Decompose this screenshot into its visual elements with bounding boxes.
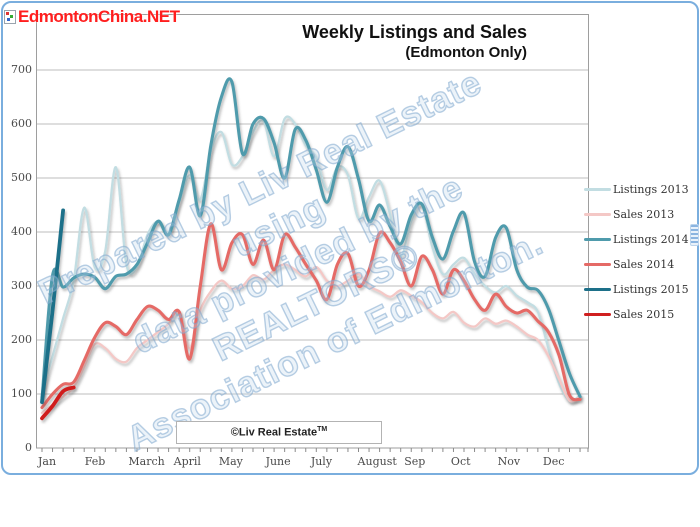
legend-label: Listings 2015 [613,283,689,296]
x-axis-label-sep: Sep [404,455,426,468]
credit-text: ©Liv Real EstateTM [230,426,328,439]
legend-swatch [584,213,611,216]
legend: Listings 2013 Sales 2013 Listings 2014 Sale… [584,177,698,327]
site-watermark: EdmontonChina.NET [4,7,180,27]
legend-item-sales-2013: Sales 2013 [584,202,698,227]
chart-title-block: Weekly Listings and Sales (Edmonton Only… [255,21,527,62]
y-axis-label-0: 0 [25,441,32,454]
legend-swatch [584,288,611,291]
y-axis-label-100: 100 [11,387,32,400]
plot-svg [36,14,589,452]
legend-label: Sales 2014 [613,258,675,271]
y-axis-label-600: 600 [11,117,32,130]
x-axis-label-nov: Nov [497,455,521,468]
x-axis-label-jan: Jan [38,455,57,468]
legend-swatch [584,188,611,191]
legend-label: Sales 2013 [613,208,675,221]
series-line-sales-2013 [40,263,582,415]
broken-image-icon [4,10,16,24]
series-line-listings-2015 [40,208,65,404]
series-line-sales-2015 [40,385,76,421]
legend-item-listings-2015: Listings 2015 [584,277,698,302]
chart-title: Weekly Listings and Sales [302,22,527,42]
x-axis-label-feb: Feb [84,455,106,468]
site-watermark-label: EdmontonChina.NET [18,7,180,26]
legend-label: Sales 2015 [613,308,675,321]
x-axis-label-june: June [265,455,291,468]
resize-handle-icon[interactable] [690,224,699,246]
series-line-listings-2014 [40,77,582,401]
series-line-listings-2013 [40,115,582,403]
y-axis-label-500: 500 [11,171,32,184]
y-axis-label-200: 200 [11,333,32,346]
legend-item-sales-2014: Sales 2014 [584,252,698,277]
legend-label: Listings 2013 [613,183,689,196]
legend-swatch [584,263,611,266]
legend-item-listings-2014: Listings 2014 [584,227,698,252]
y-axis-label-700: 700 [11,63,32,76]
plot-frame [36,14,589,449]
chart-image[interactable]: Weekly Listings and Sales (Edmonton Only… [0,0,700,476]
x-axis-label-may: May [218,455,243,468]
chart-subtitle: (Edmonton Only) [405,43,527,61]
legend-item-sales-2015: Sales 2015 [584,302,698,327]
x-axis-label-dec: Dec [542,455,565,468]
x-axis-label-march: March [128,455,165,468]
x-axis-label-august: August [357,455,397,468]
y-axis-label-300: 300 [11,279,32,292]
legend-label: Listings 2014 [613,233,689,246]
legend-swatch [584,238,611,241]
credit-box: ©Liv Real EstateTM [176,421,382,444]
y-axis-label-400: 400 [11,225,32,238]
x-axis-label-april: April [173,455,201,468]
x-axis-label-oct: Oct [450,455,471,468]
series-line-sales-2014 [40,222,582,410]
legend-item-listings-2013: Listings 2013 [584,177,698,202]
legend-swatch [584,313,611,316]
x-axis-label-july: July [310,455,333,468]
